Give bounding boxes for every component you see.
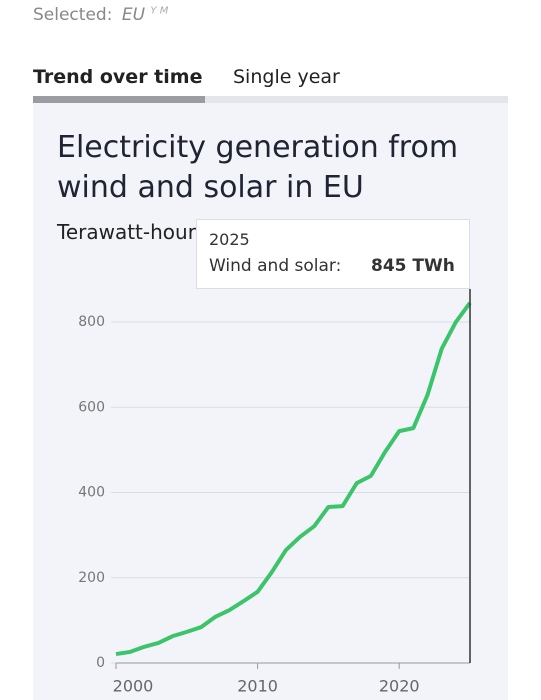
tooltip-label: Wind and solar: <box>209 256 342 276</box>
tab[interactable]: Single year <box>233 66 340 88</box>
chart-subtitle: Terawatt-hours <box>57 220 207 244</box>
y-tick-label: 600 <box>78 399 105 415</box>
line-series <box>115 301 472 657</box>
selected-label: Selected: <box>33 5 113 25</box>
x-tick-label: 2010 <box>237 677 278 696</box>
tab-track <box>33 96 508 103</box>
y-tick-label: 200 <box>78 570 105 586</box>
card <box>33 103 508 700</box>
x-tick-label: 2000 <box>113 677 154 696</box>
y-tick-label: 400 <box>78 485 105 501</box>
y-tick-label: 800 <box>78 314 105 330</box>
y-tick-label: 0 <box>96 655 105 671</box>
tooltip: 2025 Wind and solar: 845 TWh <box>196 219 470 289</box>
chart-title: Electricity generation from wind and sol… <box>57 130 459 205</box>
selected-row: Selected: EU Y M <box>33 5 168 25</box>
tooltip-title: 2025 <box>209 230 250 249</box>
tab-indicator <box>33 96 205 103</box>
selected-hint: Y M <box>150 5 169 17</box>
tooltip-value: 845 TWh <box>371 256 455 276</box>
selected-value[interactable]: EU <box>121 5 146 25</box>
x-tick-label: 2020 <box>379 677 420 696</box>
tab[interactable]: Trend over time <box>33 66 203 88</box>
